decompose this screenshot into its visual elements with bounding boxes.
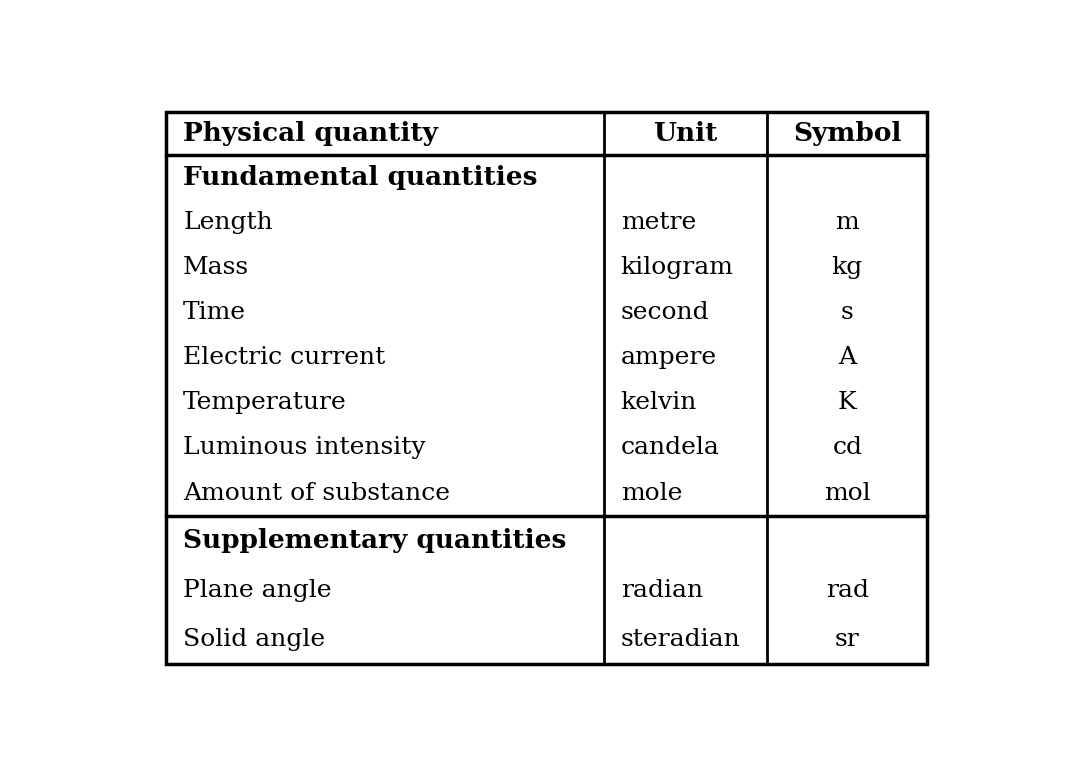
Text: Length: Length: [184, 211, 273, 233]
Text: Physical quantity: Physical quantity: [184, 121, 439, 146]
Text: Mass: Mass: [184, 256, 250, 279]
Text: Amount of substance: Amount of substance: [184, 481, 450, 504]
Text: kilogram: kilogram: [621, 256, 733, 279]
Text: Time: Time: [184, 301, 246, 324]
Text: mol: mol: [824, 481, 871, 504]
Text: kg: kg: [831, 256, 863, 279]
Text: K: K: [838, 391, 857, 414]
Text: Electric current: Electric current: [184, 346, 385, 369]
Text: metre: metre: [621, 211, 696, 233]
Text: sr: sr: [835, 628, 860, 651]
Text: Unit: Unit: [653, 121, 718, 146]
Text: Supplementary quantities: Supplementary quantities: [184, 528, 567, 553]
Text: cd: cd: [832, 436, 862, 459]
Text: kelvin: kelvin: [621, 391, 697, 414]
Text: Temperature: Temperature: [184, 391, 347, 414]
Text: ampere: ampere: [621, 346, 717, 369]
Text: m: m: [835, 211, 859, 233]
Text: Plane angle: Plane angle: [184, 578, 332, 601]
Text: Fundamental quantities: Fundamental quantities: [184, 165, 538, 190]
Text: Solid angle: Solid angle: [184, 628, 325, 651]
Text: rad: rad: [826, 578, 869, 601]
Text: steradian: steradian: [621, 628, 740, 651]
Text: mole: mole: [621, 481, 682, 504]
Text: Luminous intensity: Luminous intensity: [184, 436, 426, 459]
Text: candela: candela: [621, 436, 719, 459]
Text: radian: radian: [621, 578, 703, 601]
Text: s: s: [841, 301, 854, 324]
Text: A: A: [839, 346, 857, 369]
Text: Symbol: Symbol: [793, 121, 902, 146]
Text: second: second: [621, 301, 710, 324]
